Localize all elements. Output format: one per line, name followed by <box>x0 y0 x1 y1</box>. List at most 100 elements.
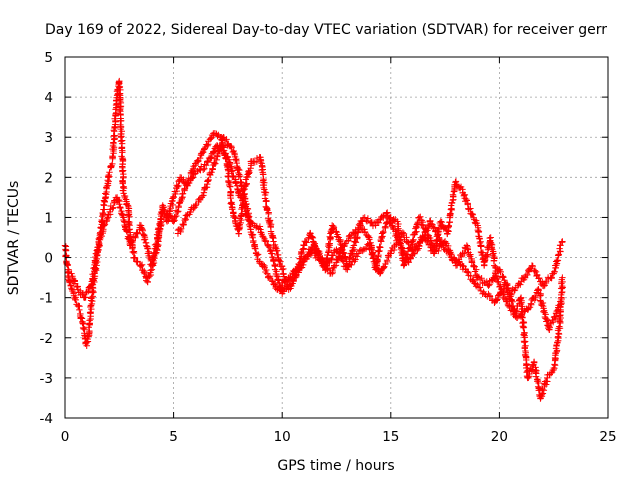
data-point <box>529 362 536 370</box>
data-point <box>109 152 116 160</box>
data-point <box>221 137 229 145</box>
data-point <box>414 246 421 254</box>
data-point <box>204 178 211 185</box>
data-point <box>247 220 254 227</box>
data-point <box>445 247 452 254</box>
data-point <box>520 323 528 331</box>
data-point <box>553 341 560 349</box>
data-point <box>205 176 212 184</box>
data-point <box>68 270 75 277</box>
data-point <box>188 175 196 182</box>
data-point <box>279 282 286 289</box>
data-point <box>155 231 163 239</box>
data-point <box>103 216 111 224</box>
data-point <box>74 283 81 290</box>
data-point <box>203 158 211 165</box>
data-point <box>110 204 117 211</box>
data-point <box>278 262 286 270</box>
data-point <box>551 268 558 275</box>
data-point <box>123 200 130 207</box>
data-point <box>427 217 434 225</box>
data-point <box>475 273 483 281</box>
y-tick-label: -4 <box>40 411 53 427</box>
data-point <box>87 303 94 311</box>
data-point <box>403 250 410 258</box>
data-point <box>510 302 517 310</box>
data-point <box>477 243 485 250</box>
data-point <box>83 339 90 347</box>
data-point <box>105 171 113 179</box>
data-point <box>227 194 234 202</box>
data-point <box>101 221 109 228</box>
data-point <box>509 298 516 305</box>
data-point <box>117 117 125 124</box>
data-point <box>528 366 536 373</box>
data-point <box>389 224 397 231</box>
data-point <box>256 223 264 230</box>
data-point <box>478 275 485 282</box>
data-point <box>458 253 465 261</box>
data-point <box>493 297 500 304</box>
data-point <box>336 249 344 257</box>
data-point <box>269 234 276 241</box>
data-point <box>240 186 247 194</box>
data-point <box>246 223 254 230</box>
data-point <box>305 246 313 253</box>
data-point <box>180 221 187 228</box>
data-point <box>177 225 185 232</box>
data-point <box>67 281 74 289</box>
data-point <box>303 239 310 246</box>
data-point <box>225 156 233 163</box>
data-point <box>350 246 358 253</box>
data-point <box>263 266 270 274</box>
data-point <box>359 247 366 255</box>
data-point <box>228 144 235 151</box>
data-point <box>469 210 476 218</box>
x-tick-label: 15 <box>382 429 399 445</box>
data-point <box>470 262 477 269</box>
y-tick-label: 3 <box>44 130 53 146</box>
data-point <box>521 344 528 351</box>
data-point <box>76 306 83 314</box>
data-point <box>106 208 113 216</box>
data-point <box>172 190 179 198</box>
data-point <box>251 244 259 252</box>
data-point <box>550 364 558 372</box>
data-point <box>331 262 338 270</box>
data-point <box>391 217 398 224</box>
x-axis-label: GPS time / hours <box>277 458 394 474</box>
data-point <box>147 267 154 274</box>
data-point <box>235 171 243 178</box>
data-point <box>348 261 355 269</box>
data-point <box>540 307 548 314</box>
data-point <box>385 215 392 223</box>
y-tick-label: 2 <box>44 170 53 186</box>
data-point <box>90 288 97 296</box>
y-tick-label: 5 <box>44 50 53 66</box>
data-point <box>112 118 119 125</box>
data-point <box>311 243 319 250</box>
data-point <box>539 278 546 286</box>
data-point <box>231 213 238 221</box>
data-point <box>268 276 276 284</box>
data-point <box>380 214 387 222</box>
data-point <box>308 233 315 240</box>
series-2 <box>174 134 564 333</box>
data-point <box>272 283 280 290</box>
data-point <box>262 238 270 245</box>
data-point <box>392 216 399 223</box>
data-point <box>105 178 112 185</box>
data-point <box>497 268 504 276</box>
data-point <box>461 250 468 257</box>
data-point <box>174 183 181 190</box>
data-point <box>548 369 555 377</box>
data-point <box>469 211 477 218</box>
data-point <box>370 254 378 262</box>
data-point <box>489 252 497 259</box>
data-point <box>209 165 216 172</box>
data-point <box>375 248 382 255</box>
y-tick-label: -3 <box>40 371 53 387</box>
data-point <box>364 241 371 248</box>
data-point <box>79 324 87 332</box>
data-point <box>394 236 402 243</box>
